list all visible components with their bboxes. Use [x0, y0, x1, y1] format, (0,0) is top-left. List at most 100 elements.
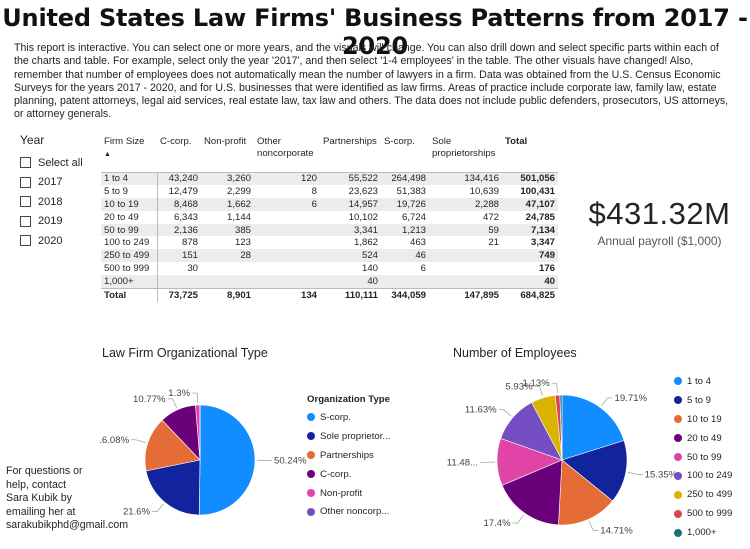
table-cell[interactable]: [429, 262, 502, 275]
row-label[interactable]: 10 to 19: [101, 197, 158, 211]
table-cell[interactable]: [254, 275, 320, 289]
table-cell[interactable]: 40: [320, 275, 381, 289]
table-cell[interactable]: 19,726: [381, 197, 429, 211]
row-label[interactable]: 50 to 99: [101, 223, 158, 237]
checkbox[interactable]: [20, 176, 31, 188]
table-cell[interactable]: [254, 236, 320, 249]
pie-slice[interactable]: [558, 459, 613, 526]
table-cell[interactable]: 2,288: [429, 197, 502, 211]
table-cell[interactable]: 385: [201, 223, 254, 237]
table-cell[interactable]: 120: [254, 172, 320, 185]
table-cell[interactable]: 55,522: [320, 172, 381, 185]
table-cell[interactable]: 24,785: [525, 211, 555, 223]
table-cell[interactable]: 30: [187, 263, 198, 275]
table-cell[interactable]: [254, 223, 320, 237]
column-header-s-corp[interactable]: S-corp.: [381, 130, 429, 173]
table-cell[interactable]: [254, 211, 320, 224]
table-cell[interactable]: 2,299: [226, 185, 251, 197]
table-cell[interactable]: 264,498: [381, 172, 429, 185]
table-cell[interactable]: 6: [420, 263, 426, 275]
table-row[interactable]: 1 to 4 43,240 3,260 120 55,522 264,498 134,416…: [101, 172, 558, 185]
table-cell[interactable]: 40: [502, 275, 558, 289]
column-header-non-profit[interactable]: Non-profit: [201, 130, 254, 173]
table-cell[interactable]: 3,347: [530, 237, 555, 249]
slicer-option-2017[interactable]: 2017: [20, 173, 90, 193]
table-cell[interactable]: 1,213: [381, 223, 429, 237]
table-cell[interactable]: [254, 249, 320, 263]
legend-item[interactable]: 5 to 9: [674, 391, 732, 410]
table-cell[interactable]: 100,431: [520, 185, 555, 197]
table-cell[interactable]: [254, 262, 320, 275]
checkbox[interactable]: [20, 235, 31, 247]
checkbox[interactable]: [20, 215, 31, 227]
legend-item[interactable]: 10 to 19: [674, 410, 732, 429]
legend-item[interactable]: Non-profit: [307, 484, 390, 503]
table-cell[interactable]: 59: [429, 223, 502, 237]
table-row[interactable]: 10 to 19 8,468 1,662 6 14,957 19,726 2,288 47,1…: [101, 197, 558, 211]
table-row[interactable]: 5 to 9 12,479 2,299 8 23,623 51,383 10,639 100,…: [101, 184, 558, 198]
table-cell[interactable]: 43,240: [157, 172, 201, 185]
table-cell[interactable]: 10,102: [348, 211, 378, 223]
row-label[interactable]: 5 to 9: [101, 184, 158, 198]
row-label[interactable]: 500 to 999: [101, 262, 158, 276]
table-row[interactable]: 50 to 99 2,136 385 3,341 1,213 59 7,134: [101, 223, 558, 237]
legend-item[interactable]: 500 to 999: [674, 504, 732, 523]
table-cell[interactable]: 749: [502, 249, 558, 263]
table-cell[interactable]: [381, 275, 429, 289]
table-cell[interactable]: 123: [234, 237, 251, 249]
column-header-sole-proprietorships[interactable]: Sole proprietorships: [429, 130, 502, 173]
table-cell[interactable]: 1,144: [226, 211, 251, 223]
table-cell[interactable]: 472: [482, 211, 499, 223]
table-cell[interactable]: 463: [409, 237, 426, 249]
table-cell[interactable]: 878: [181, 237, 198, 249]
table-cell[interactable]: 6,724: [401, 211, 426, 223]
table-cell[interactable]: 8,468: [157, 197, 201, 211]
table-cell[interactable]: 21: [488, 237, 499, 249]
pie-slice[interactable]: [145, 459, 201, 516]
legend-item[interactable]: 50 to 99: [674, 448, 732, 467]
legend-item[interactable]: 250 to 499: [674, 485, 732, 504]
table-cell[interactable]: 176: [538, 263, 555, 275]
pie-slice[interactable]: [198, 404, 256, 516]
table-cell[interactable]: [429, 275, 502, 289]
pie-slice[interactable]: [561, 440, 628, 502]
table-cell[interactable]: [429, 249, 502, 263]
column-header-other-noncorporate[interactable]: Other noncorporate: [254, 130, 320, 173]
pie-slice[interactable]: [559, 394, 563, 461]
slicer-option-2020[interactable]: 2020: [20, 231, 90, 251]
sort-ascending-icon[interactable]: ▲: [104, 151, 111, 158]
table-cell[interactable]: 3,260: [201, 172, 254, 185]
employees-pie-chart[interactable]: 19.71% 15.35% 14.71% 17.4% 11.48... 11.63% 5.9…: [440, 370, 675, 545]
table-row[interactable]: 100 to 249 878 123 1,862 463 21 3,347: [101, 236, 558, 250]
pie-slice[interactable]: [144, 419, 201, 472]
table-row[interactable]: 250 to 499 151 28 524 46 749: [101, 249, 558, 263]
table-cell[interactable]: 14,957: [320, 197, 381, 211]
table-cell[interactable]: 47,107: [502, 197, 558, 211]
table-cell[interactable]: 6: [254, 197, 320, 211]
column-header-firm-size[interactable]: Firm Size ▲: [101, 130, 157, 173]
table-row[interactable]: 1,000+ 40 40: [101, 275, 558, 289]
table-cell[interactable]: 12,479: [168, 185, 198, 197]
row-label[interactable]: 250 to 499: [101, 249, 158, 263]
table-cell[interactable]: 51,383: [396, 185, 426, 197]
table-cell[interactable]: 151: [157, 249, 201, 263]
pie-slice[interactable]: [501, 459, 563, 526]
pie-slice[interactable]: [561, 394, 625, 461]
table-cell[interactable]: [201, 275, 254, 289]
legend-item[interactable]: Partnerships: [307, 446, 390, 465]
slicer-option-select-all[interactable]: Select all: [20, 153, 90, 173]
table-cell[interactable]: [157, 275, 201, 289]
table-cell[interactable]: 2,136: [157, 223, 201, 237]
table-cell[interactable]: 524: [320, 249, 381, 263]
table-cell[interactable]: [201, 262, 254, 275]
legend-item[interactable]: 1 to 4: [674, 372, 732, 391]
table-cell[interactable]: 3,341: [320, 223, 381, 237]
column-header-partnerships[interactable]: Partnerships: [320, 130, 381, 173]
row-label[interactable]: 1,000+: [101, 275, 158, 289]
table-cell[interactable]: 6,343: [173, 211, 198, 223]
table-cell[interactable]: 134,416: [429, 172, 502, 185]
row-label[interactable]: 1 to 4: [101, 172, 158, 185]
table-cell[interactable]: 1,862: [353, 237, 378, 249]
legend-item[interactable]: Other noncorp...: [307, 502, 390, 521]
slicer-option-2019[interactable]: 2019: [20, 212, 90, 232]
